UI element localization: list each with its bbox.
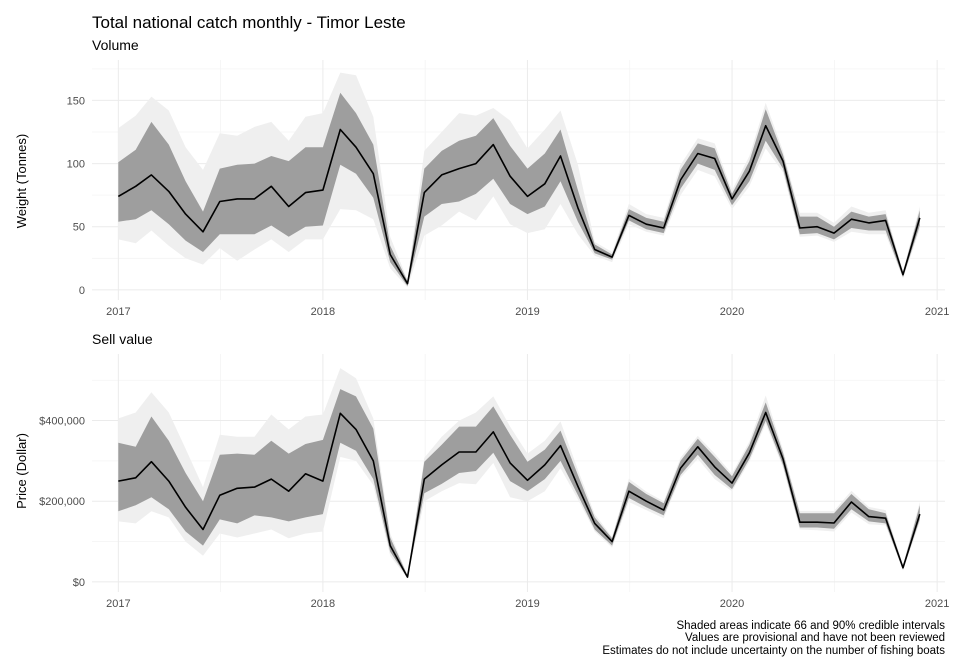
sell-value-panel-subtitle: Sell value (92, 331, 153, 347)
volume-y-tick-label: 100 (67, 159, 85, 171)
sell-value-x-tick-label: 2021 (925, 598, 949, 610)
sell-value-y-tick-label: $0 (73, 577, 85, 589)
caption-line-1: Shaded areas indicate 66 and 90% credibl… (676, 620, 945, 632)
sell-value-median-line (118, 411, 921, 578)
caption-line-3: Estimates do not include uncertainty on … (602, 645, 945, 657)
sell-value-y-axis-label: Price (Dollar) (14, 433, 29, 509)
volume-x-tick-label: 2021 (925, 306, 949, 318)
caption-line-2: Values are provisional and have not been… (685, 632, 945, 644)
sell-value-x-tick-label: 2018 (311, 598, 335, 610)
sell-value-y-tick-label: $400,000 (39, 416, 85, 428)
volume-median-line (117, 124, 921, 285)
volume-x-tick-label: 2020 (720, 306, 744, 318)
volume-x-tick-label: 2017 (106, 306, 130, 318)
chart-title: Total national catch monthly - Timor Les… (92, 13, 406, 32)
sell-value-x-tick-label: 2017 (106, 598, 130, 610)
volume-x-tick-label: 2018 (311, 306, 335, 318)
volume-panel: 2017 2018 2019 2020 2021 0 50 100 150 (67, 60, 949, 318)
volume-y-tick-label: 0 (79, 285, 85, 297)
sell-value-66-interval-band (118, 389, 920, 578)
volume-panel-subtitle: Volume (92, 37, 139, 53)
volume-y-axis-label: Weight (Tonnes) (14, 134, 29, 228)
sell-value-x-tick-label: 2019 (515, 598, 539, 610)
sell-value-y-tick-label: $200,000 (39, 496, 85, 508)
sell-value-x-tick-label: 2020 (720, 598, 744, 610)
volume-y-tick-label: 50 (73, 222, 85, 234)
volume-x-tick-label: 2019 (515, 306, 539, 318)
sell-value-panel: 2017 2018 2019 2020 2021 $0 $200,000 $400,000 (39, 354, 949, 610)
volume-66-interval-band (118, 92, 920, 287)
volume-y-tick-label: 150 (67, 95, 85, 107)
